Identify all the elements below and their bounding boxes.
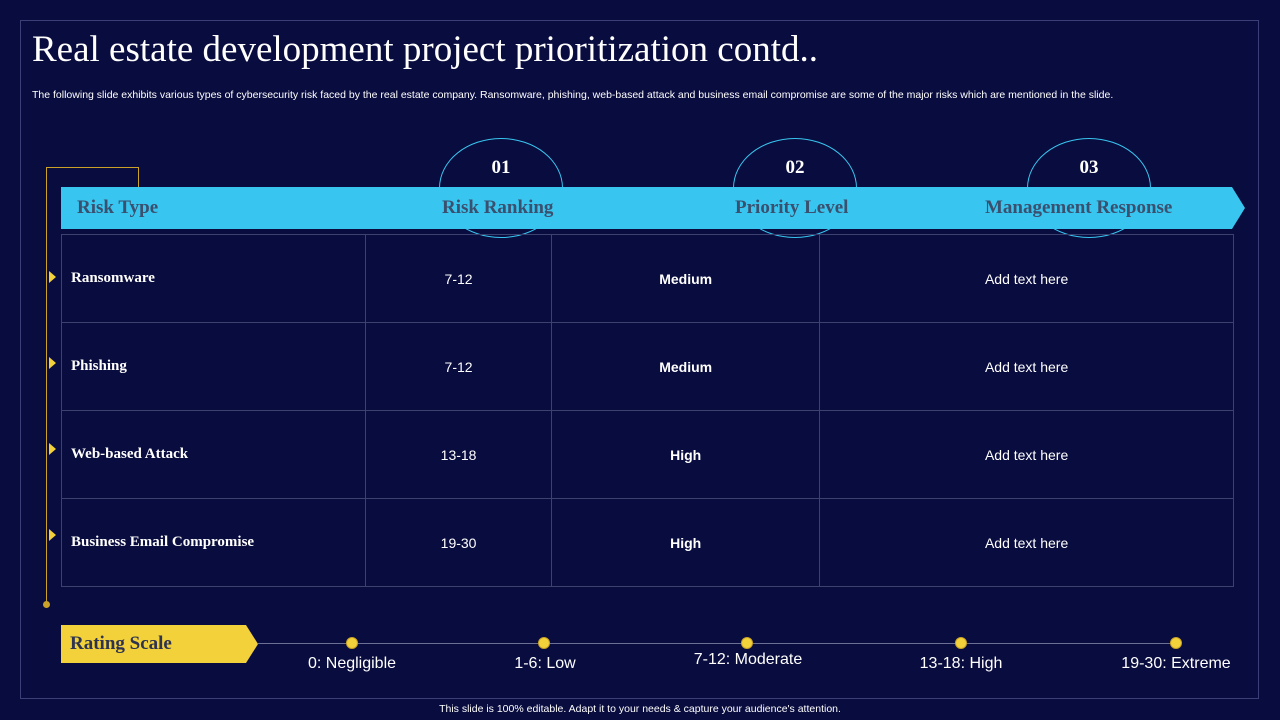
priority-cell: Medium: [551, 234, 821, 323]
row-marker-icon: [49, 443, 56, 455]
priority-cell: High: [551, 410, 821, 499]
row-marker-icon: [49, 271, 56, 283]
header-banner: [61, 187, 1245, 229]
risk-ranking-cell: 13-18: [364, 410, 553, 499]
scale-level-moderate: 7-12: Moderate: [693, 651, 803, 668]
footer-note: This slide is 100% editable. Adapt it to…: [439, 703, 841, 715]
timeline-line-top: [46, 167, 139, 168]
scale-level-low: 1-6: Low: [514, 655, 576, 672]
table-row: Web-based Attack 13-18 High Add text her…: [61, 410, 1234, 499]
response-cell[interactable]: Add text here: [819, 410, 1234, 499]
page-title: Real estate development project prioriti…: [32, 29, 818, 70]
risk-table: Ransomware 7-12 Medium Add text here Phi…: [61, 234, 1234, 587]
risk-type-cell: Phishing: [61, 322, 366, 411]
step-number-2: 02: [785, 157, 805, 178]
slide-frame: [20, 20, 1259, 699]
rating-scale-banner: [61, 625, 258, 663]
step-number-1: 01: [491, 157, 511, 178]
scale-point-icon: [346, 637, 358, 649]
response-cell[interactable]: Add text here: [819, 234, 1234, 323]
scale-level-negligible: 0: Negligible: [307, 655, 397, 672]
header-risk-ranking: Risk Ranking: [442, 197, 554, 218]
response-cell[interactable]: Add text here: [819, 498, 1234, 587]
header-management-response: Management Response: [985, 197, 1173, 218]
table-row: Ransomware 7-12 Medium Add text here: [61, 234, 1234, 323]
row-marker-icon: [49, 529, 56, 541]
scale-point-icon: [741, 637, 753, 649]
response-cell[interactable]: Add text here: [819, 322, 1234, 411]
timeline-end-dot: [43, 601, 50, 608]
rating-scale-label: Rating Scale: [70, 633, 172, 654]
risk-type-cell: Ransomware: [61, 234, 366, 323]
risk-ranking-cell: 7-12: [364, 322, 553, 411]
timeline-connector: [138, 167, 139, 187]
priority-cell: Medium: [551, 322, 821, 411]
risk-type-cell: Web-based Attack: [61, 410, 366, 499]
table-row: Business Email Compromise 19-30 High Add…: [61, 498, 1234, 587]
table-row: Phishing 7-12 Medium Add text here: [61, 322, 1234, 411]
step-number-3: 03: [1079, 157, 1099, 178]
timeline-line: [46, 167, 47, 604]
page-subtitle: The following slide exhibits various typ…: [32, 89, 1114, 101]
scale-point-icon: [538, 637, 550, 649]
header-risk-type: Risk Type: [77, 197, 159, 218]
scale-level-high: 13-18: High: [919, 655, 1003, 672]
risk-type-cell: Business Email Compromise: [61, 498, 366, 587]
header-priority-level: Priority Level: [735, 197, 849, 218]
scale-point-icon: [955, 637, 967, 649]
row-marker-icon: [49, 357, 56, 369]
risk-ranking-cell: 19-30: [364, 498, 553, 587]
risk-ranking-cell: 7-12: [364, 234, 553, 323]
rating-scale-line: [258, 643, 1178, 644]
priority-cell: High: [551, 498, 821, 587]
scale-point-icon: [1170, 637, 1182, 649]
scale-level-extreme: 19-30: Extreme: [1121, 655, 1231, 672]
